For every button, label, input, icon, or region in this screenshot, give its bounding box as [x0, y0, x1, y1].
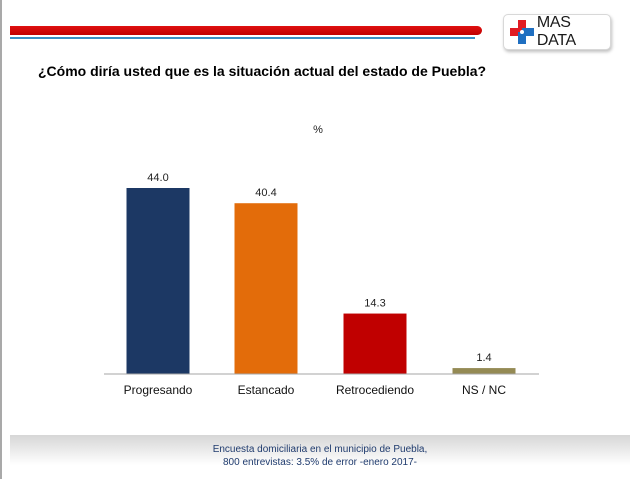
bar-ns-nc — [452, 368, 516, 374]
data-label: 14.3 — [364, 298, 385, 310]
chart-question-title: ¿Cómo diría usted que es la situación ac… — [38, 63, 487, 79]
footer-band — [10, 435, 630, 465]
logo-text: MAS DATA — [536, 14, 576, 49]
bar-progresando — [126, 188, 190, 374]
bar-retrocediendo — [343, 313, 407, 374]
footer-line-1: Encuesta domiciliaria en el municipio de… — [212, 444, 428, 455]
header-blue-line — [10, 37, 475, 39]
footer-note: Encuesta domiciliaria en el municipio de… — [0, 443, 640, 469]
category-label: Estancado — [238, 383, 295, 397]
category-label: Retrocediendo — [336, 383, 414, 397]
chart-subtitle-percent: % — [313, 124, 323, 136]
slide-left-border — [0, 0, 2, 479]
category-label: NS / NC — [462, 383, 506, 397]
mas-data-logo: MAS DATA — [503, 14, 611, 50]
bar-estancado — [234, 203, 298, 374]
footer-line-2: 800 entrevistas: 3.5% de error -enero 20… — [223, 457, 417, 468]
header-red-bar — [10, 26, 482, 35]
category-label: Progresando — [124, 383, 193, 397]
data-label: 1.4 — [476, 352, 491, 364]
data-label: 44.0 — [147, 172, 168, 184]
medical-cross-icon — [510, 20, 534, 44]
data-label: 40.4 — [255, 187, 276, 199]
